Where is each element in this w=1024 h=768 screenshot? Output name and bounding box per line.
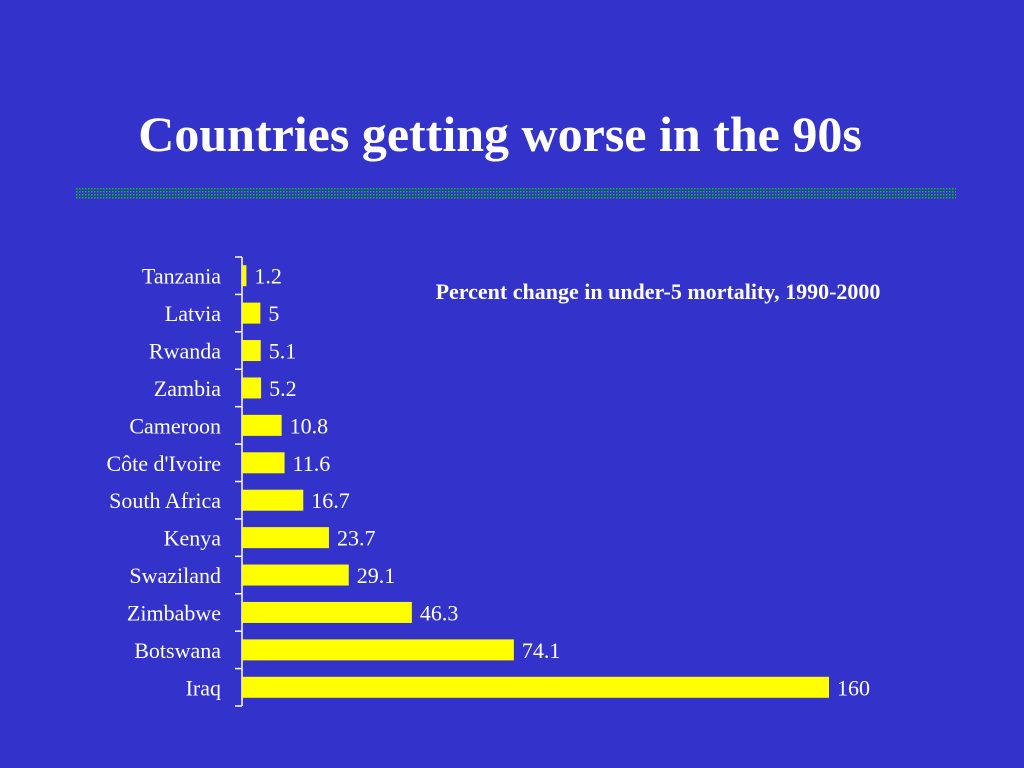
bar [242, 676, 829, 698]
title-divider [76, 188, 956, 200]
value-label: 16.7 [311, 488, 350, 513]
category-label: Iraq [186, 675, 221, 700]
category-label: Zambia [154, 376, 221, 401]
category-label: Swaziland [129, 563, 221, 588]
category-labels: Tanzania Latvia Rwanda Zambia Cameroon Côte d… [106, 264, 221, 701]
category-label: Zimbabwe [127, 600, 221, 625]
bar [242, 265, 247, 287]
value-labels: 1.2 5 5.1 5.2 10.8 11.6 16.7 23.7 29.1 46.3 74.1 16… [254, 264, 870, 701]
value-label: 10.8 [290, 413, 329, 438]
bars-group [242, 265, 829, 698]
value-label: 74.1 [522, 638, 561, 663]
value-label: 5.1 [269, 339, 297, 364]
bar [242, 340, 261, 362]
category-label: Botswana [134, 638, 221, 663]
category-label: South Africa [109, 488, 221, 513]
value-label: 5 [268, 301, 279, 326]
value-label: 11.6 [293, 451, 331, 476]
bar [242, 639, 514, 661]
value-label: 29.1 [357, 563, 396, 588]
category-label: Cameroon [129, 413, 221, 438]
slide-title: Countries getting worse in the 90s [138, 106, 862, 162]
bar [242, 302, 261, 324]
category-label: Tanzania [142, 264, 221, 289]
value-label: 160 [837, 675, 870, 700]
y-axis-ticks [235, 256, 242, 707]
bar [242, 489, 304, 511]
chart-subtitle: Percent change in under-5 mortality, 199… [436, 279, 881, 304]
bar [242, 414, 282, 436]
bar [242, 377, 262, 399]
value-label: 46.3 [420, 600, 459, 625]
bar [242, 601, 412, 623]
bar [242, 564, 349, 586]
value-label: 5.2 [269, 376, 297, 401]
category-label: Kenya [164, 526, 222, 551]
bar [242, 527, 329, 549]
value-label: 1.2 [254, 264, 282, 289]
category-label: Côte d'Ivoire [106, 451, 221, 476]
category-label: Latvia [165, 301, 221, 326]
bar [242, 452, 285, 474]
value-label: 23.7 [337, 526, 376, 551]
category-label: Rwanda [149, 339, 221, 364]
